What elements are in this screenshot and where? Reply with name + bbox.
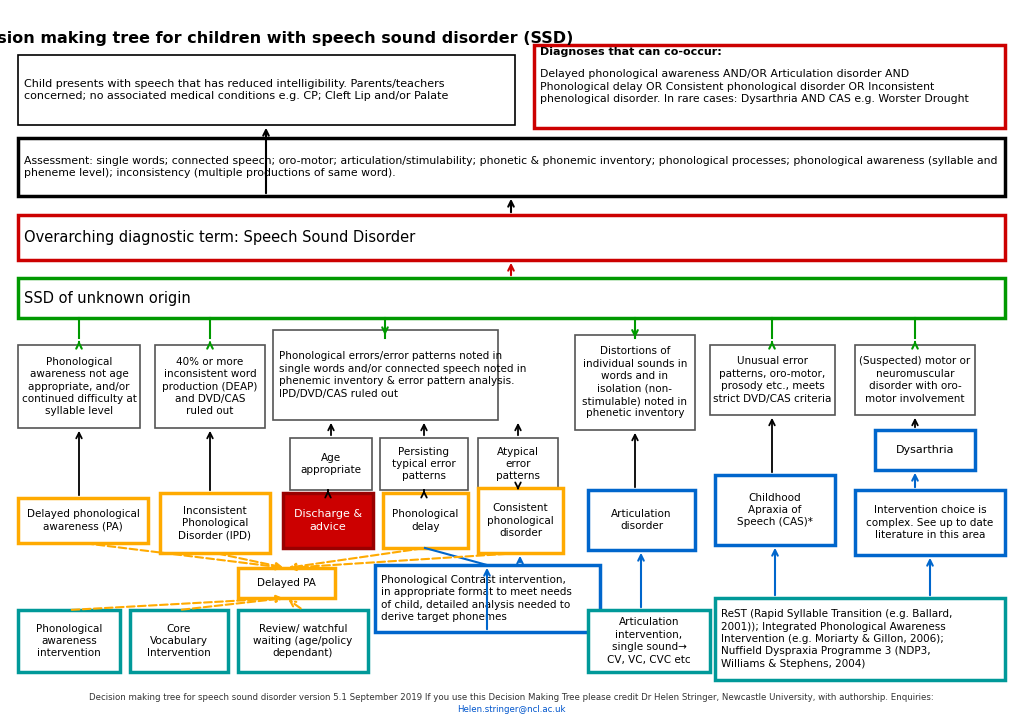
Bar [534, 45, 1004, 128]
Text: Core
Vocabulary
Intervention: Core Vocabulary Intervention [147, 624, 211, 658]
Bar [714, 598, 1004, 680]
Bar [18, 610, 120, 672]
Text: Phonological
delay: Phonological delay [392, 509, 459, 531]
Bar [273, 330, 497, 420]
Text: Helen.stringer@ncl.ac.uk: Helen.stringer@ncl.ac.uk [457, 706, 565, 715]
Text: Decision making tree for children with speech sound disorder (SSD): Decision making tree for children with s… [0, 30, 573, 45]
Text: Delayed phonological
awareness (PA): Delayed phonological awareness (PA) [26, 509, 140, 531]
Bar [714, 475, 835, 545]
Bar [18, 345, 140, 428]
Bar [18, 215, 1004, 260]
Text: Assessment: single words; connected speech; oro-motor; articulation/stimulabilit: Assessment: single words; connected spee… [24, 156, 997, 178]
Bar [854, 490, 1004, 555]
Bar [854, 345, 974, 415]
Bar [375, 565, 599, 632]
Text: ReST (Rapid Syllable Transition (e.g. Ballard,
2001)); Integrated Phonological A: ReST (Rapid Syllable Transition (e.g. Ba… [720, 609, 952, 669]
Bar [18, 55, 515, 125]
Text: Overarching diagnostic term: Speech Sound Disorder: Overarching diagnostic term: Speech Soun… [24, 230, 415, 245]
Bar [18, 138, 1004, 196]
Bar [874, 430, 974, 470]
Bar [380, 438, 468, 490]
Text: (Suspected) motor or
neuromuscular
disorder with oro-
motor involvement: (Suspected) motor or neuromuscular disor… [859, 356, 970, 404]
Bar [18, 498, 148, 543]
Text: Intervention choice is
complex. See up to date
literature in this area: Intervention choice is complex. See up t… [865, 505, 993, 540]
Bar [237, 568, 334, 598]
Text: Phonological
awareness not age
appropriate, and/or
continued difficulty at
sylla: Phonological awareness not age appropria… [21, 357, 137, 416]
Text: Dysarthria: Dysarthria [895, 445, 954, 455]
Text: Phonological errors/error patterns noted in
single words and/or connected speech: Phonological errors/error patterns noted… [279, 351, 526, 399]
Bar [289, 438, 372, 490]
Text: Decision making tree for speech sound disorder version 5.1 September 2019 If you: Decision making tree for speech sound di… [89, 692, 932, 702]
Bar [282, 493, 373, 548]
Bar [155, 345, 265, 428]
Text: Articulation
disorder: Articulation disorder [610, 509, 672, 531]
Text: Age
appropriate: Age appropriate [301, 453, 361, 475]
Bar [18, 278, 1004, 318]
Text: Consistent
phonological
disorder: Consistent phonological disorder [487, 503, 553, 538]
Bar [237, 610, 368, 672]
Text: Inconsistent
Phonological
Disorder (IPD): Inconsistent Phonological Disorder (IPD) [178, 505, 252, 541]
Text: Persisting
typical error
patterns: Persisting typical error patterns [391, 446, 455, 482]
Text: Delayed PA: Delayed PA [257, 578, 316, 588]
Bar [587, 610, 709, 672]
Text: Phonological Contrast intervention,
in appropriate format to meet needs
of child: Phonological Contrast intervention, in a… [381, 575, 572, 622]
Bar [129, 610, 228, 672]
Bar [478, 488, 562, 553]
Text: Articulation
intervention,
single sound→
CV, VC, CVC etc: Articulation intervention, single sound→… [606, 617, 690, 665]
Bar [709, 345, 835, 415]
Bar [575, 335, 694, 430]
Text: Distortions of
individual sounds in
words and in
isolation (non-
stimulable) not: Distortions of individual sounds in word… [582, 347, 687, 418]
Text: Child presents with speech that has reduced intelligibility. Parents/teachers
co: Child presents with speech that has redu… [24, 79, 448, 101]
Text: 40% or more
inconsistent word
production (DEAP)
and DVD/CAS
ruled out: 40% or more inconsistent word production… [162, 357, 258, 416]
Text: Phonological
awareness
intervention: Phonological awareness intervention [36, 624, 102, 658]
Text: Unusual error
patterns, oro-motor,
prosody etc., meets
strict DVD/CAS criteria: Unusual error patterns, oro-motor, proso… [712, 356, 830, 404]
Bar [478, 438, 557, 490]
Text: Review/ watchful
waiting (age/policy
dependant): Review/ watchful waiting (age/policy dep… [253, 624, 353, 658]
Bar [160, 493, 270, 553]
Text: Diagnoses that can co-occur:: Diagnoses that can co-occur: [539, 47, 721, 57]
Text: Delayed phonological awareness AND/OR Articulation disorder AND
Phonological del: Delayed phonological awareness AND/OR Ar… [539, 69, 968, 104]
Bar [382, 493, 468, 548]
Text: Childhood
Apraxia of
Speech (CAS)*: Childhood Apraxia of Speech (CAS)* [737, 492, 812, 527]
Text: SSD of unknown origin: SSD of unknown origin [24, 291, 191, 306]
Text: Atypical
error
patterns: Atypical error patterns [495, 446, 539, 482]
Bar [587, 490, 694, 550]
Text: Discharge &
advice: Discharge & advice [293, 509, 362, 531]
